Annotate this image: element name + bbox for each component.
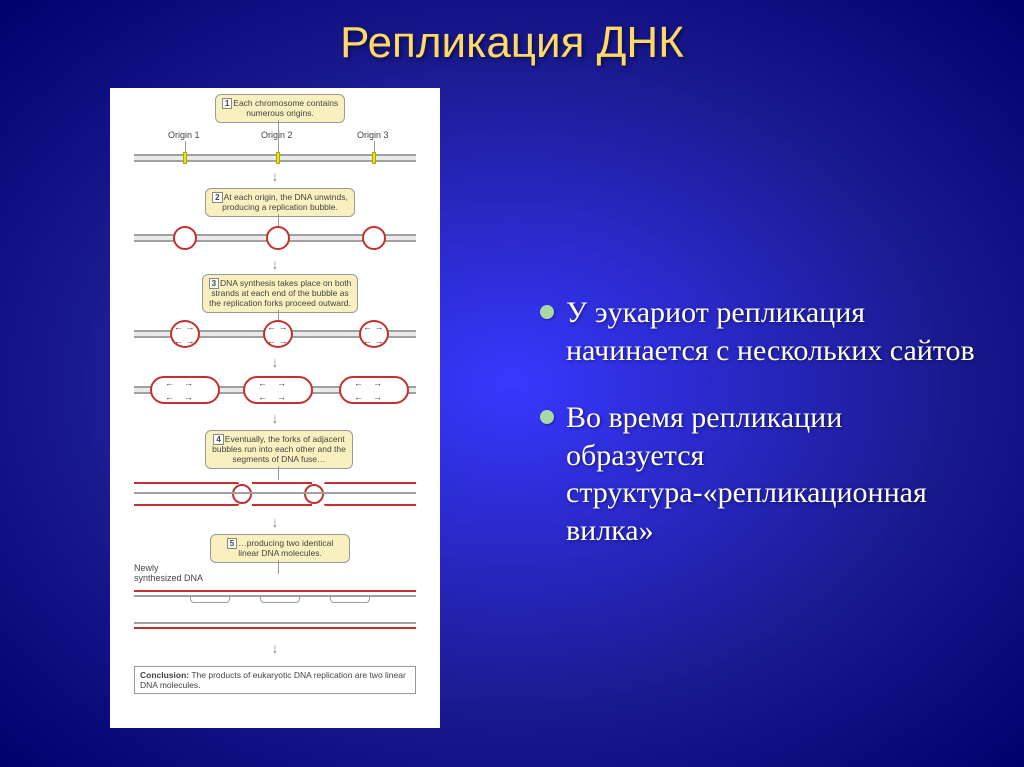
bullet-dot-icon	[540, 305, 554, 319]
bullet-2-text: Во время репликации образуется структура…	[566, 399, 984, 549]
replication-diagram: 1Each chromosome contains numerous origi…	[110, 88, 440, 728]
arrow-3-4: ↓	[272, 354, 279, 370]
origin2-pointer	[278, 120, 279, 153]
bubble-s2-3	[362, 226, 386, 250]
bullet-1-text: У эукариот репликация начинается с неско…	[566, 294, 984, 369]
origin-mark-2	[276, 152, 280, 164]
mol2-red	[134, 627, 416, 629]
callout-step2: 2At each origin, the DNA unwinds, produc…	[205, 188, 355, 217]
arrow-4-5: ↓	[272, 410, 279, 426]
dna-stage5	[134, 480, 416, 508]
bullet-2: Во время репликации образуется структура…	[540, 399, 984, 549]
origin-mark-1	[183, 152, 187, 164]
bullet-column: У эукариот репликация начинается с неско…	[510, 88, 984, 755]
callout-step4: 4Eventually, the forks of adjacent bubbl…	[205, 430, 353, 469]
origin1-label: Origin 1	[168, 130, 200, 140]
arrow-2-3: ↓	[272, 256, 279, 272]
origin-mark-3	[372, 152, 376, 164]
diagram-column: 1Each chromosome contains numerous origi…	[40, 88, 510, 755]
arrow-1-2: ↓	[272, 168, 279, 184]
newly-synth-label: Newlysynthesized DNA	[134, 564, 203, 584]
slide-content: 1Each chromosome contains numerous origi…	[0, 68, 1024, 755]
callout4-pointer	[278, 466, 279, 480]
conclusion-box: Conclusion: Conclusion: The products of …	[134, 666, 416, 694]
bubble-s2-1	[173, 226, 197, 250]
arrow-5-6: ↓	[272, 514, 279, 530]
slide-title: Репликация ДНК	[0, 0, 1024, 68]
bullet-1: У эукариот репликация начинается с неско…	[540, 294, 984, 369]
origin3-label: Origin 3	[357, 130, 389, 140]
callout-step5: 5…producing two identical linear DNA mol…	[210, 534, 350, 563]
callout-step3: 3DNA synthesis takes place on both stran…	[202, 274, 358, 313]
arrow-final: ↓	[272, 640, 279, 656]
bullet-dot-icon	[540, 410, 554, 424]
bracket-3	[330, 595, 370, 603]
origin2-label: Origin 2	[261, 130, 293, 140]
callout-step1: 1Each chromosome contains numerous origi…	[215, 94, 345, 123]
bracket-2	[260, 595, 300, 603]
mol2-grey	[134, 622, 416, 624]
mol1-red	[134, 590, 416, 592]
bracket-1	[190, 595, 230, 603]
callout5-pointer	[278, 560, 279, 574]
bubble-s2-2	[266, 226, 290, 250]
